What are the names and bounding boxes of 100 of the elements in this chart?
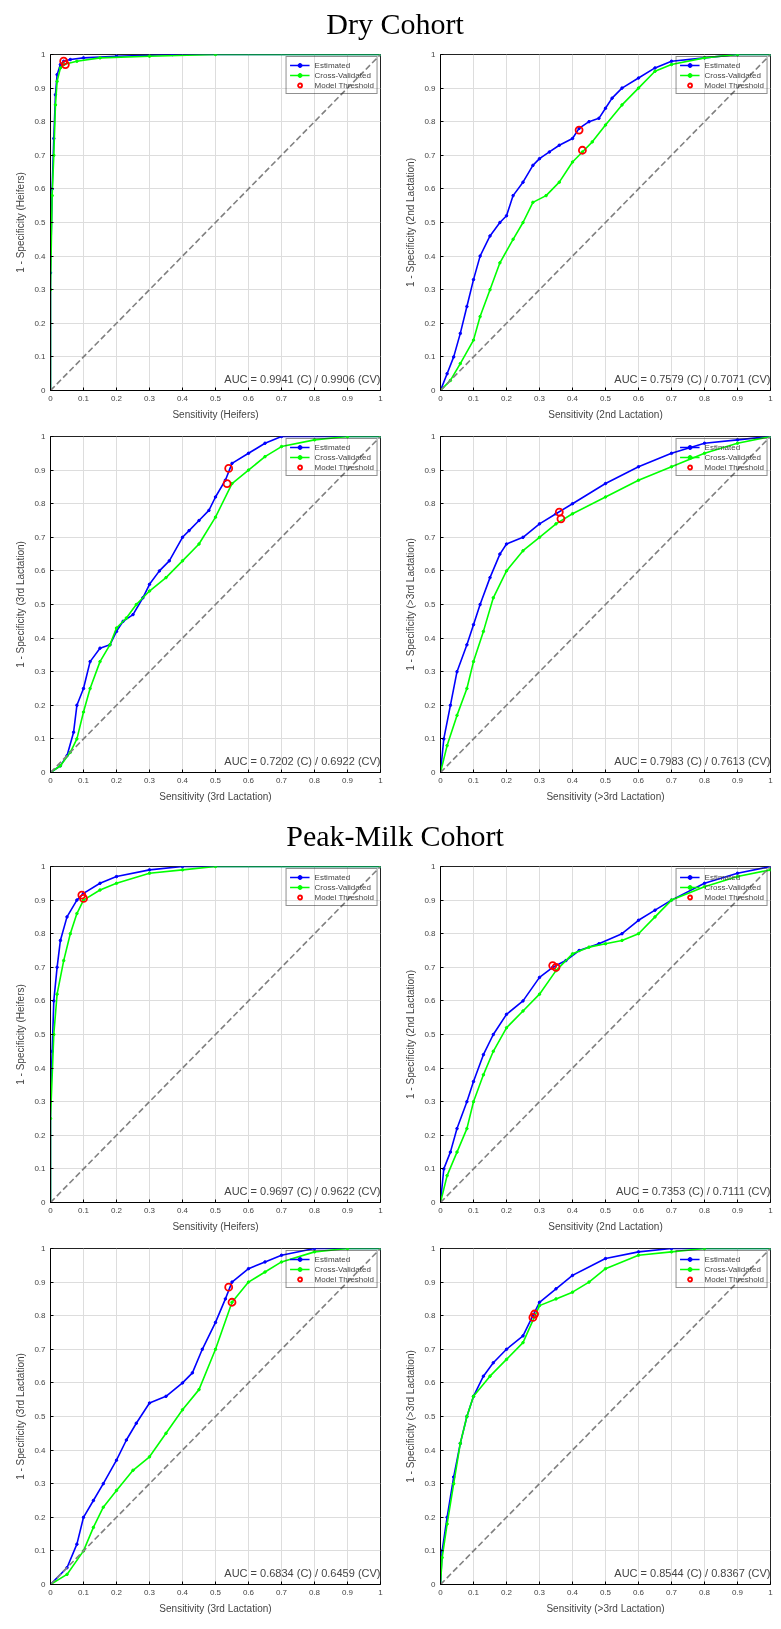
x-tick-label: 0.2 bbox=[110, 1587, 123, 1597]
legend-label: Cross-Validated bbox=[314, 1264, 371, 1274]
legend-label: Cross-Validated bbox=[704, 882, 761, 892]
annotation: AUC = 0.9941 (C) / 0.9906 (CV) bbox=[224, 372, 381, 385]
y-tick-label: 0.8 bbox=[34, 1311, 47, 1321]
x-tick-label: 0 bbox=[48, 775, 54, 785]
y-axis-title: 1 - Specificity (Heifers) bbox=[15, 172, 27, 273]
x-tick-label: 0.3 bbox=[143, 1205, 156, 1215]
x-tick-label: 0.8 bbox=[698, 1587, 711, 1597]
y-tick-label: 0.7 bbox=[424, 532, 437, 542]
y-tick-label: 0.2 bbox=[34, 700, 47, 710]
y-axis-title: 1 - Specificity (>3rd Lactation) bbox=[405, 538, 417, 671]
x-tick-label: 0.3 bbox=[143, 1587, 156, 1597]
x-tick-label: 0.2 bbox=[500, 775, 513, 785]
y-tick-label: 1 bbox=[41, 432, 47, 441]
y-tick-label: 0.4 bbox=[34, 633, 47, 643]
x-tick-label: 0.3 bbox=[143, 775, 156, 785]
x-axis-title: Sensitivity (3rd Lactation) bbox=[159, 1602, 272, 1614]
y-tick-label: 0.4 bbox=[34, 251, 47, 261]
y-tick-label: 0.6 bbox=[34, 184, 47, 194]
x-axis-title: Sensitivity (3rd Lactation) bbox=[159, 790, 272, 802]
x-tick-label: 0.9 bbox=[341, 393, 354, 403]
x-tick-label: 0 bbox=[438, 393, 444, 403]
x-tick-label: 0.1 bbox=[77, 1587, 90, 1597]
x-tick-label: 0.8 bbox=[698, 775, 711, 785]
legend-label: Cross-Validated bbox=[314, 70, 371, 80]
legend-label: Estimated bbox=[704, 1254, 741, 1264]
x-tick-label: 0.5 bbox=[599, 1587, 612, 1597]
x-axis-title: Sensitivity (2nd Lactation) bbox=[548, 408, 663, 420]
annotation: AUC = 0.8544 (C) / 0.8367 (CV) bbox=[614, 1566, 771, 1579]
y-tick-label: 0 bbox=[431, 768, 437, 777]
x-tick-label: 0.6 bbox=[632, 1587, 645, 1597]
x-axis-title: Sensitivity (>3rd Lactation) bbox=[546, 1602, 665, 1614]
y-tick-label: 0 bbox=[41, 768, 47, 777]
y-tick-label: 0.9 bbox=[34, 895, 47, 905]
x-tick-label: 1 bbox=[768, 1205, 774, 1215]
annotation: AUC = 0.7202 (C) / 0.6922 (CV) bbox=[224, 754, 381, 767]
y-axis-title: 1 - Specificity (3rd Lactation) bbox=[15, 1353, 27, 1480]
x-tick-label: 0.4 bbox=[566, 1205, 579, 1215]
x-tick-label: 1 bbox=[378, 1205, 384, 1215]
x-tick-label: 0.2 bbox=[500, 1205, 513, 1215]
y-tick-label: 0.5 bbox=[424, 1412, 437, 1421]
x-tick-label: 0.1 bbox=[467, 1205, 480, 1215]
y-tick-label: 0.2 bbox=[424, 700, 437, 710]
y-tick-label: 1 bbox=[41, 862, 47, 871]
y-tick-label: 1 bbox=[431, 1244, 437, 1253]
y-tick-label: 0.4 bbox=[424, 1445, 437, 1455]
annotation: AUC = 0.6834 (C) / 0.6459 (CV) bbox=[224, 1566, 381, 1579]
x-tick-label: 0.4 bbox=[566, 393, 579, 403]
legend-label: Model Threshold bbox=[704, 892, 764, 902]
y-tick-label: 0.5 bbox=[424, 218, 437, 227]
y-tick-label: 0.2 bbox=[34, 1130, 47, 1140]
x-tick-label: 0.4 bbox=[176, 1587, 189, 1597]
y-axis-title: 1 - Specificity (>3rd Lactation) bbox=[405, 1350, 417, 1483]
y-tick-label: 0.5 bbox=[34, 1412, 47, 1421]
x-tick-label: 0.3 bbox=[143, 393, 156, 403]
x-tick-label: 0.1 bbox=[77, 1205, 90, 1215]
y-tick-label: 0 bbox=[431, 1580, 437, 1589]
x-tick-label: 0.8 bbox=[698, 393, 711, 403]
x-tick-label: 0.8 bbox=[308, 1587, 321, 1597]
x-tick-label: 0.5 bbox=[209, 393, 222, 403]
y-tick-label: 0.9 bbox=[34, 1277, 47, 1287]
y-tick-label: 0.3 bbox=[424, 667, 437, 677]
y-tick-label: 0.9 bbox=[34, 465, 47, 475]
y-tick-label: 0.8 bbox=[34, 117, 47, 127]
x-tick-label: 0.7 bbox=[275, 1205, 288, 1215]
x-tick-label: 0.5 bbox=[599, 393, 612, 403]
y-tick-label: 0.3 bbox=[34, 667, 47, 677]
y-tick-label: 0 bbox=[41, 386, 47, 395]
y-tick-label: 0.3 bbox=[34, 1097, 47, 1107]
y-tick-label: 0.6 bbox=[424, 566, 437, 576]
y-tick-label: 0.1 bbox=[34, 352, 47, 362]
x-tick-label: 0.2 bbox=[110, 775, 123, 785]
x-tick-label: 0.2 bbox=[110, 393, 123, 403]
x-tick-label: 0.8 bbox=[308, 1205, 321, 1215]
y-tick-label: 0 bbox=[41, 1580, 47, 1589]
y-tick-label: 0.4 bbox=[424, 633, 437, 643]
x-tick-label: 0.4 bbox=[566, 775, 579, 785]
x-tick-label: 0.1 bbox=[467, 775, 480, 785]
x-tick-label: 0 bbox=[48, 1587, 54, 1597]
legend-label: Model Threshold bbox=[314, 462, 374, 472]
x-tick-label: 0.7 bbox=[275, 1587, 288, 1597]
annotation: AUC = 0.7579 (C) / 0.7071 (CV) bbox=[614, 372, 771, 385]
x-tick-label: 1 bbox=[378, 393, 384, 403]
x-tick-label: 0.6 bbox=[242, 775, 255, 785]
y-tick-label: 0.5 bbox=[424, 600, 437, 609]
y-tick-label: 0.8 bbox=[424, 1311, 437, 1321]
y-tick-label: 0.1 bbox=[424, 352, 437, 362]
x-tick-label: 0.7 bbox=[665, 775, 678, 785]
y-tick-label: 0.4 bbox=[424, 1063, 437, 1073]
y-tick-label: 0.1 bbox=[34, 1546, 47, 1556]
y-tick-label: 0.7 bbox=[34, 150, 47, 160]
x-tick-label: 0.6 bbox=[242, 1205, 255, 1215]
x-tick-label: 0.4 bbox=[176, 393, 189, 403]
x-tick-label: 0.8 bbox=[308, 775, 321, 785]
x-axis-title: Sensitivity (Heifers) bbox=[172, 1220, 259, 1232]
x-tick-label: 0.6 bbox=[632, 1205, 645, 1215]
y-tick-label: 0.7 bbox=[424, 150, 437, 160]
x-tick-label: 0.9 bbox=[731, 393, 744, 403]
legend-label: Model Threshold bbox=[704, 1274, 764, 1284]
